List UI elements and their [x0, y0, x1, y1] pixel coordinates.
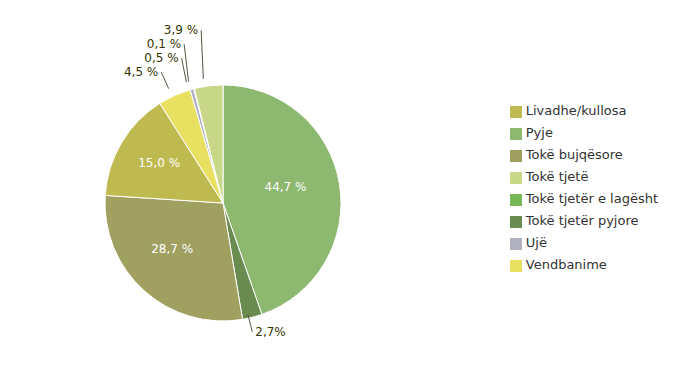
- html-text:Ujë: Ujë: [525, 235, 547, 250]
- html-text:Tokë tjetë: Tokë tjetë: [525, 169, 589, 184]
- svg-text:4,5 %: 4,5 %: [124, 65, 158, 79]
- svg-text:2,7%: 2,7%: [255, 325, 286, 339]
- html-text:Tokë bujqësore: Tokë bujqësore: [525, 147, 623, 162]
- html-text:Livadhe/kullosa: Livadhe/kullosa: [525, 103, 627, 118]
- html-text:Tokë tjetër e lagësht: Tokë tjetër e lagësht: [525, 191, 658, 206]
- svg-text:28,7 %: 28,7 %: [151, 242, 193, 256]
- svg-text:0,5 %: 0,5 %: [144, 51, 178, 65]
- svg-text:0,1 %: 0,1 %: [147, 37, 181, 51]
- html-text:Vendbanime: Vendbanime: [525, 257, 607, 272]
- html-text:Pyje: Pyje: [525, 125, 553, 140]
- svg-text:15,0 %: 15,0 %: [138, 156, 180, 170]
- html-text:Tokë tjetër pyjore: Tokë tjetër pyjore: [525, 213, 639, 228]
- svg-text:44,7 %: 44,7 %: [265, 180, 307, 194]
- svg-text:3,9 %: 3,9 %: [164, 23, 198, 37]
